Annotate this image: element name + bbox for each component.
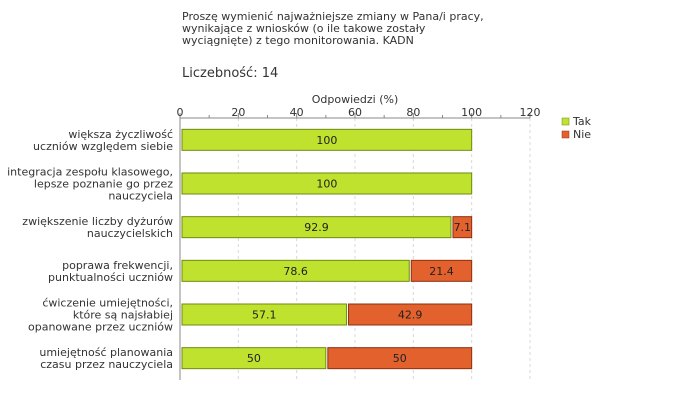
- bar-nie: [327, 347, 473, 370]
- bar-nie: [452, 216, 473, 239]
- bar-value-label: 7.1: [454, 221, 472, 234]
- title-line: Proszę wymienić najważniejsze zmiany w P…: [182, 10, 484, 23]
- category-label: większa życzliwość: [68, 128, 173, 141]
- bar-tak: [181, 259, 410, 282]
- category-label: uczniów względem siebie: [33, 140, 173, 153]
- category-label: które są najsłabiej: [73, 309, 173, 322]
- category-label: opanowane przez uczniów: [28, 321, 173, 334]
- bar-tak: [181, 128, 473, 151]
- category-label: lepsze poznanie go przez: [34, 178, 173, 191]
- x-tick-label: 120: [520, 106, 541, 119]
- legend-label: Nie: [573, 128, 591, 141]
- bar-tak: [181, 172, 473, 195]
- bar-value-label: 21.4: [429, 265, 454, 278]
- x-tick-label: 0: [177, 106, 184, 119]
- bar-value-label: 92.9: [304, 221, 329, 234]
- bar-value-label: 78.6: [283, 265, 308, 278]
- title-line: wynikające z wniosków (o ile takowe zost…: [182, 22, 426, 35]
- legend-label: Tak: [572, 115, 592, 128]
- category-label: punktualności uczniów: [48, 271, 173, 284]
- category-label: czasu przez nauczyciela: [40, 358, 173, 371]
- count-value: 14: [261, 66, 279, 81]
- x-tick-label: 100: [461, 106, 482, 119]
- sample-count: Liczebność: 14: [182, 66, 278, 81]
- bar-nie: [410, 259, 473, 282]
- category-label: integracja zespołu klasowego,: [7, 166, 173, 179]
- category-label: nauczyciela: [108, 190, 173, 203]
- x-tick-label: 20: [231, 106, 245, 119]
- category-label: umiejętność planowania: [39, 346, 173, 359]
- bar-value-label: 50: [247, 352, 261, 365]
- x-axis-label: Odpowiedzi (%): [312, 93, 399, 106]
- bar-value-label: 100: [316, 178, 337, 191]
- bar-tak: [181, 303, 348, 326]
- chart-title: Proszę wymienić najważniejsze zmiany w P…: [182, 11, 512, 47]
- title-line: wyciągnięte) z tego monitorowania. KADN: [182, 34, 414, 47]
- x-tick-label: 60: [348, 106, 362, 119]
- bar-nie: [348, 303, 473, 326]
- x-tick-label: 40: [290, 106, 304, 119]
- x-tick-label: 80: [406, 106, 420, 119]
- category-label: zwiększenie liczby dyżurów: [22, 215, 173, 228]
- legend-swatch: [561, 117, 570, 126]
- bar-value-label: 57.1: [252, 309, 277, 322]
- bar-tak: [181, 216, 452, 239]
- bar-value-label: 50: [393, 352, 407, 365]
- category-label: nauczycielskich: [87, 227, 173, 240]
- bar-tak: [181, 347, 327, 370]
- bar-value-label: 42.9: [398, 309, 423, 322]
- category-label: poprawa frekwencji,: [62, 259, 173, 272]
- bar-value-label: 100: [316, 134, 337, 147]
- count-label: Liczebność:: [182, 66, 258, 81]
- category-label: ćwiczenie umiejętności,: [42, 297, 173, 310]
- legend-swatch: [561, 130, 570, 139]
